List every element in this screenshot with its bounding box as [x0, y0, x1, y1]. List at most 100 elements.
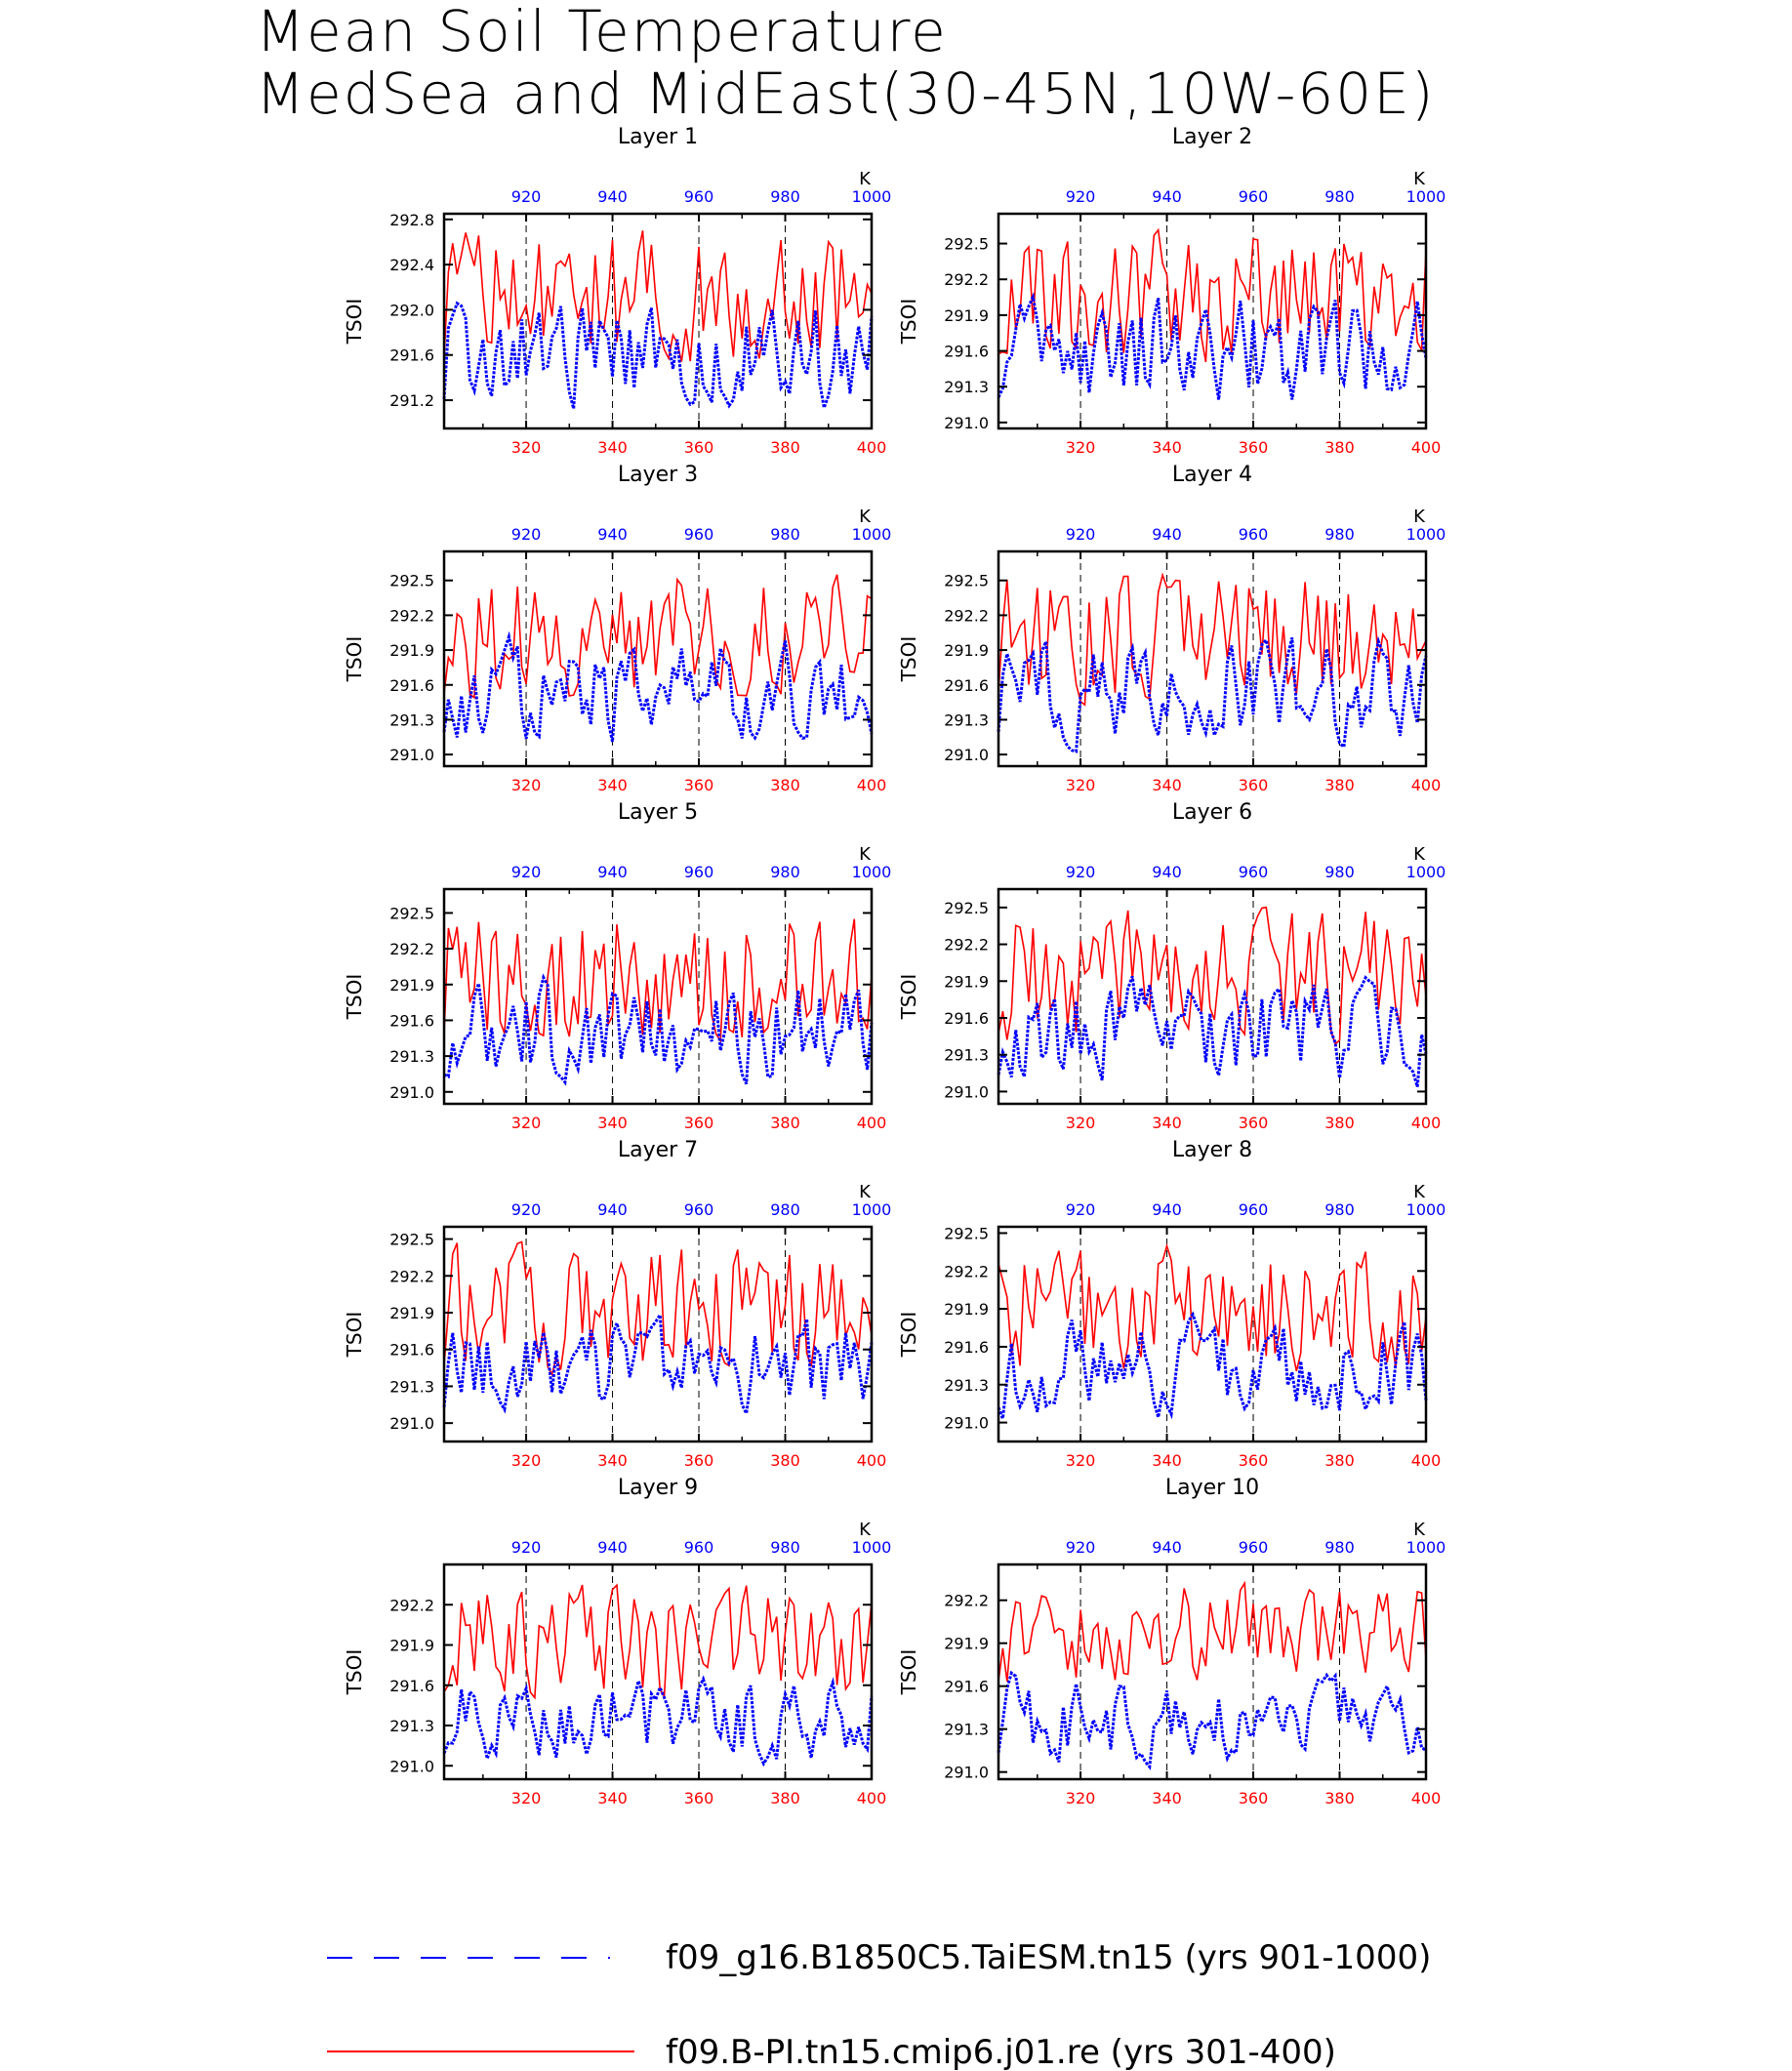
top-tick-label: 980 — [770, 187, 800, 206]
y-tick-label: 291.3 — [944, 1046, 989, 1065]
x-tick-label: 380 — [1324, 438, 1355, 457]
x-tick-label: 320 — [1066, 776, 1096, 794]
x-tick-label: 320 — [1066, 1451, 1096, 1470]
top-tick-label: 920 — [511, 863, 542, 881]
y-tick-label: 291.0 — [389, 1414, 434, 1433]
y-axis-label: TSOI — [897, 1649, 920, 1696]
chart-panel-layer-3: Layer 3 K 320 340 360 380 400 920 940 960 980 1000 2… — [343, 463, 891, 794]
chart-panel-layer-5: Layer 5 K 320 340 360 380 400 920 940 960 980 1000 2… — [343, 800, 891, 1132]
top-tick-label: 920 — [511, 1200, 542, 1219]
x-tick-label: 380 — [770, 776, 800, 794]
y-tick-label: 291.9 — [389, 1637, 434, 1655]
chart-panel-layer-7: Layer 7 K 320 340 360 380 400 920 940 960 980 1000 2… — [343, 1138, 891, 1470]
top-tick-label: 1000 — [852, 525, 892, 544]
top-tick-label: 960 — [1239, 863, 1269, 881]
x-tick-label: 400 — [857, 1114, 887, 1132]
top-tick-label: 920 — [511, 1538, 542, 1557]
y-axis-label: TSOI — [343, 1312, 366, 1359]
panel-title: Layer 7 — [618, 1138, 698, 1162]
panel-title: Layer 4 — [1172, 463, 1252, 487]
y-tick-label: 292.4 — [389, 256, 434, 274]
y-tick-label: 292.2 — [389, 940, 434, 958]
y-tick-label: 291.0 — [389, 1083, 434, 1102]
series-line-blue — [443, 973, 874, 1086]
series-line-blue — [442, 301, 874, 414]
plot-frame — [442, 212, 874, 430]
x-tick-label: 360 — [1239, 776, 1269, 794]
top-axis-unit: K — [1413, 1520, 1426, 1540]
y-tick-label: 292.2 — [944, 606, 989, 625]
x-tick-label: 340 — [597, 1114, 628, 1132]
chart-grid: Layer 1 K 320 340 360 380 400 920 940 960 980 1000 2… — [343, 125, 1446, 1807]
plot-frame — [997, 549, 1428, 768]
top-tick-label: 980 — [1324, 1538, 1355, 1557]
x-tick-label: 400 — [857, 1451, 887, 1470]
chart-panel-layer-6: Layer 6 K 320 340 360 380 400 920 940 960 980 1000 2… — [897, 800, 1446, 1132]
x-tick-label: 340 — [1152, 776, 1182, 794]
y-axis-label: TSOI — [897, 1312, 920, 1359]
x-tick-label: 360 — [684, 776, 714, 794]
y-tick-label: 291.6 — [389, 1011, 434, 1030]
y-tick-label: 292.5 — [944, 572, 989, 590]
x-tick-label: 380 — [770, 438, 800, 457]
y-tick-label: 291.0 — [944, 1082, 989, 1101]
y-tick-label: 291.6 — [389, 1677, 434, 1695]
x-tick-label: 400 — [857, 776, 887, 794]
y-tick-label: 291.9 — [389, 976, 434, 995]
chart-panel-layer-10: Layer 10 K 320 340 360 380 400 920 940 960 980 1000… — [897, 1476, 1446, 1807]
top-tick-label: 960 — [1239, 187, 1269, 206]
top-tick-label: 1000 — [852, 1538, 892, 1557]
legend-label-red: f09.B-PI.tn15.cmip6.j01.re (yrs 301-400) — [666, 2033, 1336, 2071]
x-tick-label: 400 — [857, 1789, 887, 1807]
y-tick-label: 291.0 — [389, 1757, 434, 1775]
top-tick-label: 960 — [684, 1200, 714, 1219]
y-tick-label: 292.2 — [389, 1596, 434, 1614]
plot-frame — [997, 887, 1428, 1106]
x-tick-label: 360 — [684, 1451, 714, 1470]
top-tick-label: 920 — [1066, 525, 1096, 544]
y-tick-label: 291.0 — [944, 414, 989, 432]
series-line-blue — [997, 1670, 1427, 1770]
top-tick-label: 980 — [1324, 1200, 1355, 1219]
top-tick-label: 940 — [597, 187, 628, 206]
x-tick-label: 380 — [1324, 1114, 1355, 1132]
y-tick-label: 292.2 — [944, 270, 989, 289]
top-axis-unit: K — [1413, 1182, 1426, 1202]
chart-panel-layer-8: Layer 8 K 320 340 360 380 400 920 940 960 980 1000 2… — [897, 1138, 1446, 1470]
top-tick-label: 1000 — [1406, 1200, 1446, 1219]
y-tick-label: 291.6 — [944, 1678, 989, 1696]
series-line-red — [443, 1583, 873, 1700]
panel-title: Layer 8 — [1172, 1138, 1252, 1162]
x-tick-label: 400 — [1411, 438, 1442, 457]
x-tick-label: 320 — [511, 438, 542, 457]
y-tick-label: 291.9 — [944, 306, 989, 325]
top-tick-label: 1000 — [852, 1200, 892, 1219]
top-tick-label: 1000 — [852, 187, 892, 206]
series-line-blue — [997, 1311, 1428, 1420]
plot-frame — [442, 549, 874, 768]
y-axis-label: TSOI — [897, 974, 920, 1021]
y-axis-label: TSOI — [343, 1649, 366, 1696]
top-tick-label: 980 — [770, 1538, 800, 1557]
y-tick-label: 291.6 — [944, 1338, 989, 1357]
top-tick-label: 1000 — [1406, 1538, 1446, 1557]
x-tick-label: 340 — [597, 1789, 628, 1807]
y-tick-label: 291.3 — [389, 1047, 434, 1066]
top-tick-label: 980 — [1324, 863, 1355, 881]
y-tick-label: 291.6 — [944, 1009, 989, 1028]
y-tick-label: 291.3 — [944, 378, 989, 396]
x-tick-label: 320 — [511, 1789, 542, 1807]
top-axis-unit: K — [859, 844, 872, 865]
plot-frame — [997, 1563, 1428, 1781]
series-line-blue — [442, 1675, 874, 1767]
top-tick-label: 960 — [684, 525, 714, 544]
x-tick-label: 400 — [1411, 776, 1442, 794]
top-tick-label: 920 — [1066, 1200, 1096, 1219]
top-axis-unit: K — [1413, 844, 1426, 865]
top-tick-label: 920 — [511, 525, 542, 544]
top-axis-unit: K — [1413, 507, 1426, 527]
top-tick-label: 940 — [1152, 525, 1182, 544]
y-tick-label: 292.5 — [389, 1231, 434, 1249]
series-line-red — [443, 1240, 873, 1377]
y-tick-label: 292.2 — [389, 1267, 434, 1285]
